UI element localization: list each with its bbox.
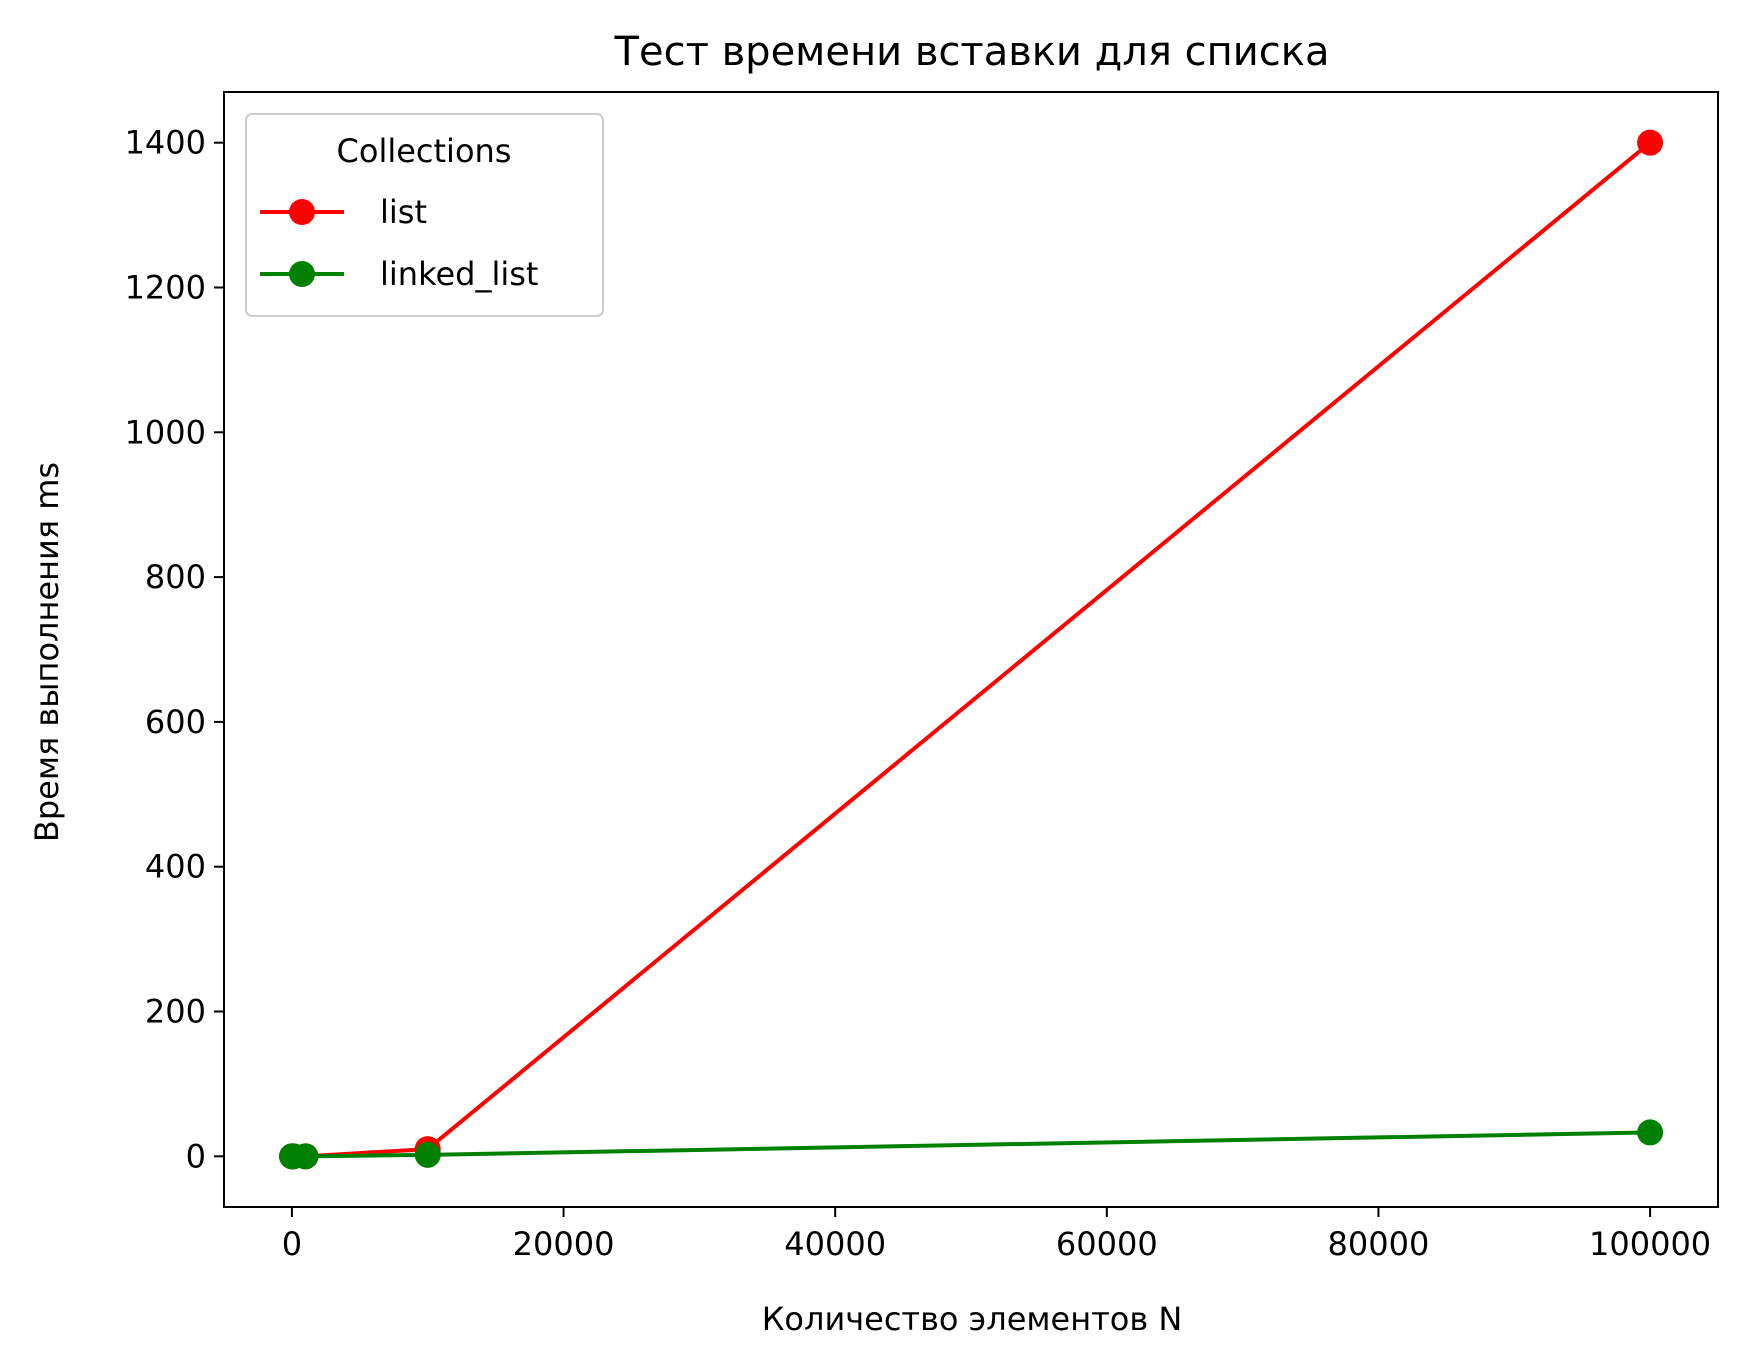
legend-label-linked_list: linked_list <box>380 255 538 293</box>
x-tick-label: 0 <box>282 1225 302 1263</box>
y-axis-label: Время выполнения ms <box>28 462 66 842</box>
x-axis-label: Количество элементов N <box>762 1300 1183 1338</box>
y-tick-label: 1000 <box>125 413 206 451</box>
legend-label-list: list <box>380 193 427 231</box>
legend-title: Collections <box>337 132 512 170</box>
plot-area <box>279 129 1664 1170</box>
axes: 0 20000 40000 60000 80000 100000 0 200 400 600 800… <box>125 91 1719 1263</box>
x-tick-label: 20000 <box>513 1225 615 1263</box>
x-tick-label: 100000 <box>1589 1225 1711 1263</box>
data-point-linked_list <box>1637 1119 1664 1146</box>
y-tick-label: 800 <box>145 558 206 596</box>
axes-frame <box>223 91 1719 1208</box>
y-tick-label: 1400 <box>125 124 206 162</box>
y-tick-label: 200 <box>145 993 206 1031</box>
x-tick-label: 40000 <box>784 1225 886 1263</box>
legend-box <box>245 113 604 317</box>
y-tick-label: 0 <box>186 1137 206 1175</box>
y-tick-label: 1200 <box>125 268 206 306</box>
y-tick-label: 600 <box>145 703 206 741</box>
data-point-list <box>1637 129 1664 156</box>
legend-marker-list <box>289 199 315 225</box>
chart-title: Тест времени вставки для списка <box>614 29 1330 75</box>
x-tick-label: 80000 <box>1328 1225 1430 1263</box>
data-point-linked_list <box>414 1141 441 1168</box>
legend: Collections list linked_list <box>245 113 604 317</box>
data-point-linked_list <box>292 1143 319 1170</box>
x-tick-label: 60000 <box>1056 1225 1158 1263</box>
y-tick-label: 400 <box>145 848 206 886</box>
legend-marker-linked_list <box>289 261 315 287</box>
